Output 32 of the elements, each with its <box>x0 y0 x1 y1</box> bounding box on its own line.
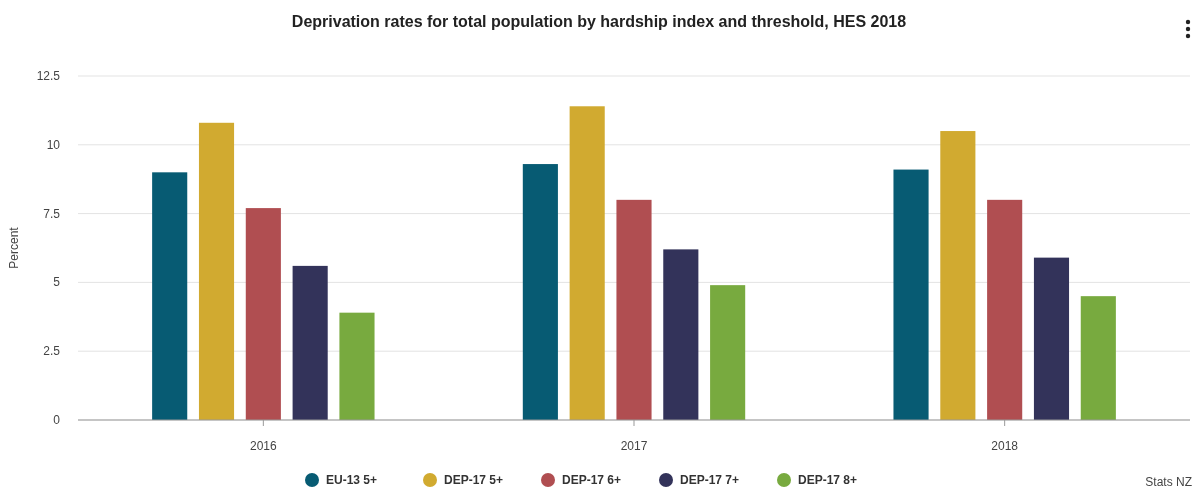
y-tick-label: 5 <box>53 275 61 290</box>
y-tick-label: 0 <box>53 413 61 427</box>
legend-label: EU-13 5+ <box>326 473 378 487</box>
bar <box>940 131 976 420</box>
bar <box>710 285 746 420</box>
x-tick-label: 2018 <box>991 439 1019 453</box>
x-tick-label: 2016 <box>249 439 277 453</box>
bar <box>198 122 235 420</box>
y-axis-title: Percent <box>7 226 21 269</box>
y-tick-label: 12.5 <box>36 69 61 83</box>
y-tick-label: 2.5 <box>43 344 61 359</box>
bar <box>987 199 1023 420</box>
legend-label: DEP-17 8+ <box>798 473 858 487</box>
chart-title: Deprivation rates for total population by hardship index and threshold, HES 2018 <box>291 13 907 30</box>
y-tick-label: 7.5 <box>43 206 61 221</box>
bar <box>893 169 929 420</box>
text: Stats NZ <box>1145 475 1192 489</box>
bar <box>522 164 558 420</box>
x-tick-label: 2017 <box>620 439 648 453</box>
legend-label: DEP-17 7+ <box>680 473 740 487</box>
bar <box>152 172 188 420</box>
bar <box>339 312 375 420</box>
legend-label: DEP-17 5+ <box>444 473 504 487</box>
bar <box>569 106 605 420</box>
bar <box>292 265 328 420</box>
y-tick-label: 10 <box>46 137 61 152</box>
bar <box>1080 296 1116 420</box>
legend-label: DEP-17 6+ <box>562 473 622 487</box>
bar <box>663 249 699 420</box>
bar <box>616 199 652 420</box>
bar <box>245 208 281 420</box>
bar <box>1033 257 1070 420</box>
